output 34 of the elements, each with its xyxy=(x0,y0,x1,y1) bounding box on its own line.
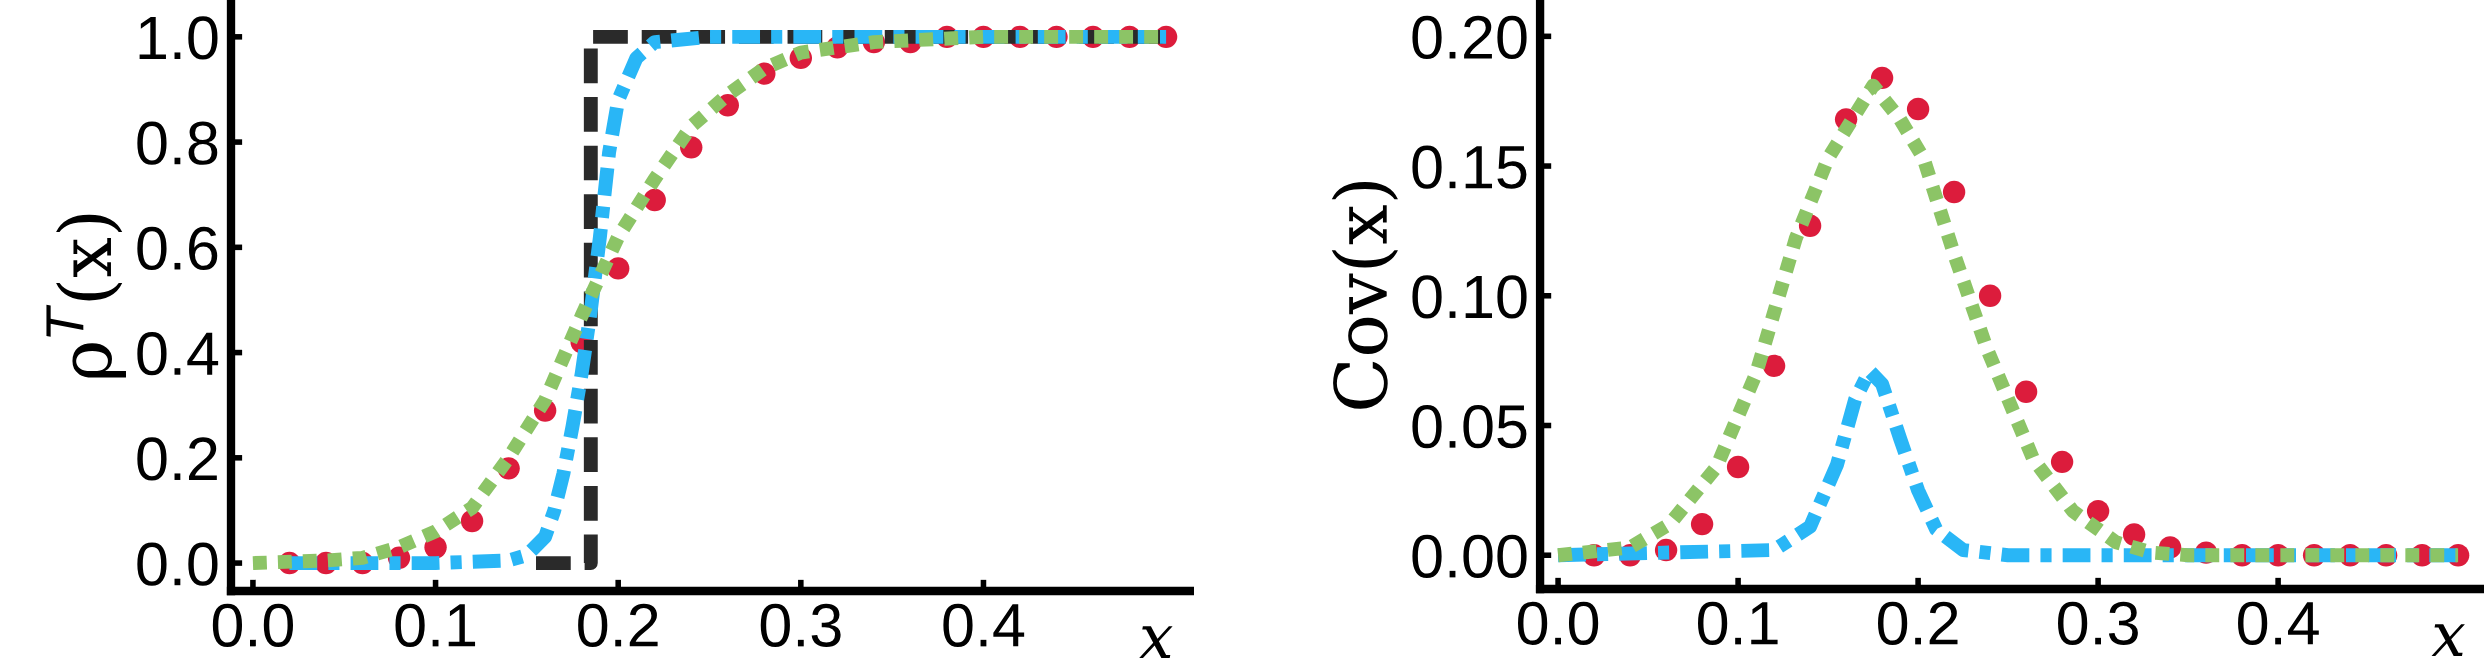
point xyxy=(2050,450,2074,474)
x-tick-label: 0.2 xyxy=(1878,601,1958,645)
y-axis-title: ρ$^{T}$(x) xyxy=(46,214,126,378)
point xyxy=(2014,380,2038,403)
point xyxy=(1978,284,2002,307)
y-tick-label: 0.15 xyxy=(1412,145,1527,189)
point xyxy=(1726,455,1750,479)
y-tick-label: 0.00 xyxy=(1412,534,1527,578)
y-axis-title: Cov(x) xyxy=(1331,181,1398,409)
x-tick-label: 0.1 xyxy=(1698,601,1778,645)
y-tick-label: 0.0 xyxy=(137,542,218,586)
y-tick-label: 0.10 xyxy=(1412,275,1527,319)
y-tick-label: 0.20 xyxy=(1412,15,1527,60)
point xyxy=(1762,354,1786,378)
y-tick-label: 0.8 xyxy=(137,121,218,165)
x-axis-title: x xyxy=(1139,626,1173,659)
x-tick-label: 0.4 xyxy=(943,603,1025,647)
x-tick-label: 0.0 xyxy=(212,603,294,647)
x-tick-label: 0.3 xyxy=(2058,601,2138,645)
y-tick-label: 0.2 xyxy=(137,437,217,481)
x-tick-label: 0.0 xyxy=(1518,601,1599,645)
point xyxy=(1942,180,1966,204)
y-tick-label: 0.05 xyxy=(1412,404,1527,449)
x-tick-label: 0.4 xyxy=(2238,601,2319,645)
y-tick-label: 1.0 xyxy=(139,16,218,60)
y-tick-label: 0.4 xyxy=(137,332,219,376)
point xyxy=(1906,97,1930,121)
x-tick-label: 0.1 xyxy=(395,603,476,647)
x-tick-label: 0.3 xyxy=(760,603,841,647)
point xyxy=(1690,512,1714,536)
x-tick-label: 0.2 xyxy=(578,603,658,647)
point xyxy=(2086,499,2110,523)
y-tick-label: 0.6 xyxy=(137,226,218,271)
x-axis-title: x xyxy=(2431,624,2465,657)
